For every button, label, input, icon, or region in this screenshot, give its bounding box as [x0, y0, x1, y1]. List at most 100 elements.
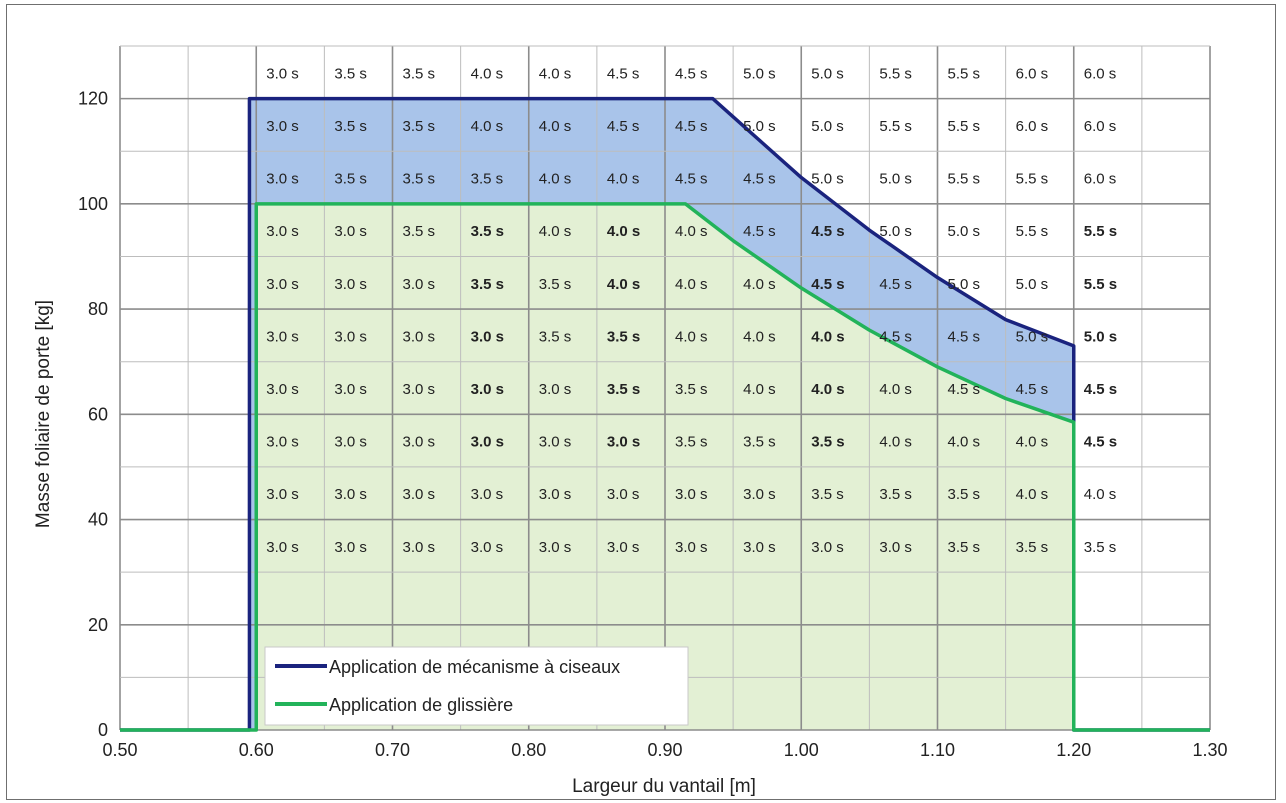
legend-label-scissors: Application de mécanisme à ciseaux	[329, 657, 620, 677]
table-cell: 3.5 s	[607, 328, 640, 345]
table-cell: 5.5 s	[879, 118, 912, 135]
table-cell: 4.0 s	[1016, 486, 1049, 503]
table-cell: 5.0 s	[879, 171, 912, 188]
y-tick-label: 60	[88, 404, 108, 424]
y-tick-label: 0	[98, 720, 108, 740]
table-cell: 4.5 s	[948, 328, 981, 345]
table-cell: 4.5 s	[879, 328, 912, 345]
table-cell: 4.0 s	[879, 434, 912, 451]
table-cell: 5.0 s	[743, 65, 776, 82]
table-cell: 4.5 s	[675, 65, 708, 82]
table-cell: 3.5 s	[539, 328, 572, 345]
table-cell: 3.5 s	[811, 486, 844, 503]
table-cell: 4.0 s	[675, 328, 708, 345]
table-cell: 4.0 s	[471, 118, 504, 135]
table-cell: 4.5 s	[1016, 381, 1049, 398]
legend-label-slide: Application de glissière	[329, 695, 513, 715]
table-cell: 3.0 s	[266, 276, 299, 293]
table-cell: 4.0 s	[675, 223, 708, 240]
table-cell: 3.5 s	[743, 434, 776, 451]
table-cell: 3.0 s	[539, 539, 572, 556]
table-cell: 4.0 s	[607, 171, 640, 188]
table-cell: 5.5 s	[1016, 171, 1049, 188]
table-cell: 4.5 s	[743, 171, 776, 188]
table-cell: 4.0 s	[1016, 434, 1049, 451]
table-cell: 5.5 s	[1016, 223, 1049, 240]
table-cell: 3.0 s	[539, 434, 572, 451]
table-cell: 3.0 s	[334, 434, 367, 451]
table-cell: 5.0 s	[1016, 328, 1049, 345]
table-cell: 4.0 s	[539, 171, 572, 188]
table-cell: 3.0 s	[334, 223, 367, 240]
table-cell: 3.0 s	[471, 381, 504, 398]
x-tick-label: 1.10	[920, 740, 955, 760]
table-cell: 5.0 s	[1084, 328, 1117, 345]
table-cell: 5.5 s	[1084, 276, 1117, 293]
table-cell: 3.0 s	[403, 434, 436, 451]
table-cell: 3.0 s	[471, 328, 504, 345]
table-cell: 3.0 s	[607, 434, 640, 451]
table-cell: 6.0 s	[1016, 118, 1049, 135]
x-tick-label: 0.60	[239, 740, 274, 760]
x-tick-label: 0.50	[102, 740, 137, 760]
table-cell: 5.0 s	[811, 118, 844, 135]
table-cell: 3.0 s	[266, 434, 299, 451]
table-cell: 3.0 s	[403, 486, 436, 503]
table-cell: 4.0 s	[539, 65, 572, 82]
table-cell: 3.5 s	[675, 434, 708, 451]
table-cell: 4.5 s	[607, 65, 640, 82]
table-cell: 3.0 s	[675, 539, 708, 556]
table-cell: 3.0 s	[266, 118, 299, 135]
y-tick-label: 20	[88, 615, 108, 635]
table-cell: 5.5 s	[948, 171, 981, 188]
table-cell: 6.0 s	[1084, 65, 1117, 82]
table-cell: 3.0 s	[539, 381, 572, 398]
table-cell: 4.0 s	[675, 276, 708, 293]
table-cell: 3.5 s	[471, 171, 504, 188]
table-cell: 4.0 s	[948, 434, 981, 451]
table-cell: 3.0 s	[266, 328, 299, 345]
table-cell: 5.5 s	[1084, 223, 1117, 240]
table-cell: 4.0 s	[879, 381, 912, 398]
table-cell: 3.5 s	[403, 171, 436, 188]
table-cell: 4.5 s	[743, 223, 776, 240]
table-cell: 3.0 s	[266, 381, 299, 398]
table-cell: 3.0 s	[334, 276, 367, 293]
table-cell: 5.5 s	[948, 65, 981, 82]
table-cell: 4.5 s	[607, 118, 640, 135]
table-cell: 4.0 s	[539, 118, 572, 135]
table-cell: 3.0 s	[539, 486, 572, 503]
table-cell: 3.5 s	[879, 486, 912, 503]
table-cell: 3.5 s	[1016, 539, 1049, 556]
table-cell: 5.0 s	[743, 118, 776, 135]
duration-table: 3.0 s 3.5 s 3.5 s 4.0 s 4.0 s 4.5 s 4.5 s 5.0 s…	[266, 65, 1117, 556]
table-cell: 3.0 s	[266, 539, 299, 556]
table-cell: 4.5 s	[811, 223, 844, 240]
axis-ticks: 0.50 0.60 0.70 0.80 0.90 1.00 1.10 1.20 1.30 0 20 4…	[78, 89, 1228, 760]
table-cell: 4.5 s	[1084, 381, 1117, 398]
table-cell: 3.5 s	[334, 171, 367, 188]
table-cell: 3.0 s	[607, 539, 640, 556]
table-cell: 3.5 s	[1084, 539, 1117, 556]
table-cell: 3.0 s	[471, 539, 504, 556]
y-tick-label: 120	[78, 89, 108, 109]
table-cell: 3.0 s	[334, 486, 367, 503]
legend-box	[264, 646, 689, 726]
table-cell: 5.0 s	[1016, 276, 1049, 293]
table-cell: 3.5 s	[607, 381, 640, 398]
x-axis-label: Largeur du vantail [m]	[572, 776, 756, 797]
table-cell: 3.5 s	[403, 65, 436, 82]
y-axis-label: Masse foliaire de porte [kg]	[33, 300, 54, 528]
table-cell: 3.5 s	[811, 434, 844, 451]
x-tick-label: 1.00	[784, 740, 819, 760]
table-cell: 4.5 s	[879, 276, 912, 293]
series-lines	[120, 96, 1210, 732]
table-cell: 4.0 s	[811, 381, 844, 398]
x-tick-label: 1.30	[1192, 740, 1227, 760]
table-cell: 3.5 s	[675, 381, 708, 398]
table-cell: 3.5 s	[471, 276, 504, 293]
table-cell: 3.0 s	[266, 223, 299, 240]
chart-frame	[6, 4, 1276, 800]
table-cell: 4.0 s	[607, 276, 640, 293]
